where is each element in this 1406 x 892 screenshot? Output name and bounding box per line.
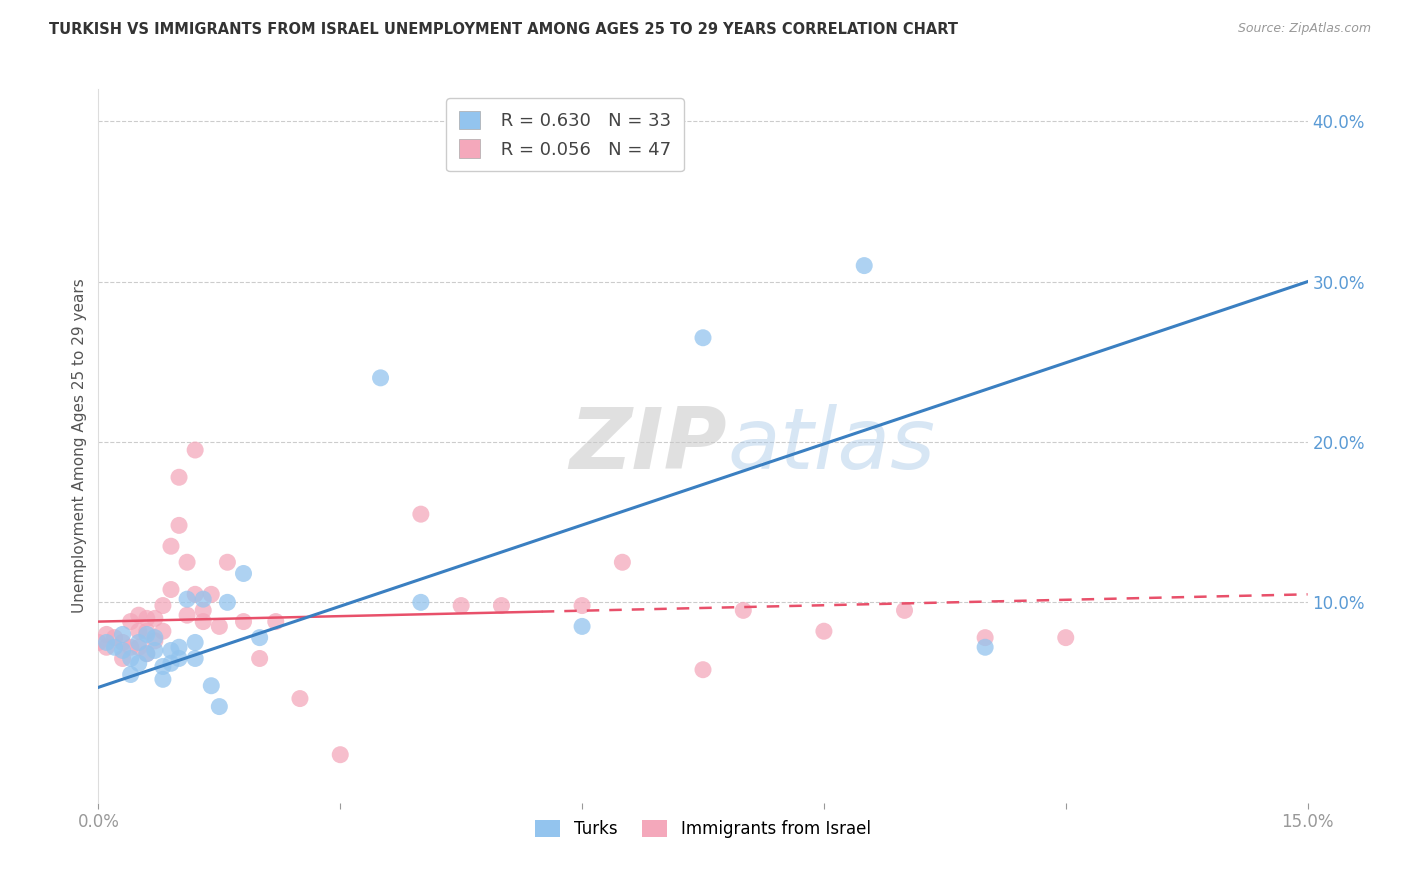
Legend: Turks, Immigrants from Israel: Turks, Immigrants from Israel: [529, 813, 877, 845]
Point: [733, 603, 755, 617]
Point: [184, 635, 207, 649]
Point: [128, 635, 150, 649]
Point: [152, 599, 174, 613]
Point: [103, 631, 125, 645]
Point: [103, 640, 125, 655]
Point: [160, 657, 183, 671]
Point: [135, 627, 157, 641]
Point: [128, 640, 150, 655]
Point: [249, 631, 271, 645]
Point: [176, 608, 198, 623]
Point: [1054, 631, 1077, 645]
Point: [152, 624, 174, 639]
Point: [143, 611, 166, 625]
Point: [120, 640, 142, 655]
Point: [232, 615, 254, 629]
Point: [96, 635, 118, 649]
Point: [128, 657, 150, 671]
Point: [217, 595, 239, 609]
Point: [152, 673, 174, 687]
Point: [612, 555, 634, 569]
Point: [135, 611, 157, 625]
Point: [128, 608, 150, 623]
Point: [217, 555, 239, 569]
Text: Source: ZipAtlas.com: Source: ZipAtlas.com: [1237, 22, 1371, 36]
Point: [87, 635, 110, 649]
Point: [232, 566, 254, 581]
Text: ZIP: ZIP: [569, 404, 727, 488]
Point: [160, 582, 183, 597]
Point: [135, 647, 157, 661]
Point: [409, 595, 432, 609]
Point: [96, 640, 118, 655]
Point: [176, 555, 198, 569]
Point: [128, 624, 150, 639]
Point: [692, 331, 714, 345]
Point: [167, 640, 190, 655]
Point: [692, 663, 714, 677]
Y-axis label: Unemployment Among Ages 25 to 29 years: Unemployment Among Ages 25 to 29 years: [72, 278, 87, 614]
Point: [120, 651, 142, 665]
Point: [200, 587, 222, 601]
Point: [176, 592, 198, 607]
Point: [200, 679, 222, 693]
Point: [208, 699, 231, 714]
Point: [143, 631, 166, 645]
Point: [491, 599, 513, 613]
Point: [193, 592, 215, 607]
Point: [184, 587, 207, 601]
Point: [167, 651, 190, 665]
Point: [208, 619, 231, 633]
Point: [111, 643, 134, 657]
Point: [249, 651, 271, 665]
Point: [160, 643, 183, 657]
Point: [111, 651, 134, 665]
Point: [152, 659, 174, 673]
Point: [450, 599, 472, 613]
Point: [120, 615, 142, 629]
Point: [167, 470, 190, 484]
Text: atlas: atlas: [727, 404, 935, 488]
Point: [143, 633, 166, 648]
Point: [135, 624, 157, 639]
Point: [974, 640, 997, 655]
Point: [288, 691, 311, 706]
Point: [853, 259, 876, 273]
Point: [329, 747, 352, 762]
Point: [184, 651, 207, 665]
Point: [111, 627, 134, 641]
Point: [571, 599, 593, 613]
Point: [893, 603, 915, 617]
Point: [167, 518, 190, 533]
Point: [813, 624, 835, 639]
Point: [160, 539, 183, 553]
Point: [571, 619, 593, 633]
Point: [409, 507, 432, 521]
Point: [96, 627, 118, 641]
Point: [193, 603, 215, 617]
Point: [370, 371, 392, 385]
Point: [264, 615, 287, 629]
Point: [120, 667, 142, 681]
Point: [135, 647, 157, 661]
Point: [193, 615, 215, 629]
Text: TURKISH VS IMMIGRANTS FROM ISRAEL UNEMPLOYMENT AMONG AGES 25 TO 29 YEARS CORRELA: TURKISH VS IMMIGRANTS FROM ISRAEL UNEMPL…: [49, 22, 959, 37]
Point: [974, 631, 997, 645]
Point: [111, 635, 134, 649]
Point: [143, 643, 166, 657]
Point: [184, 442, 207, 457]
